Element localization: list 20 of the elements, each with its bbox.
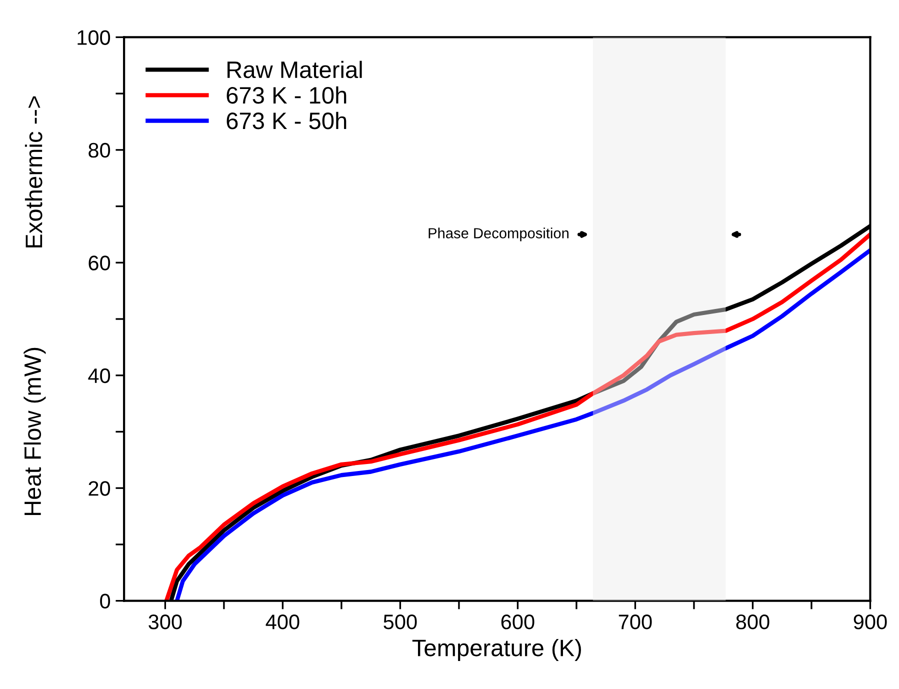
y-tick-label: 80: [88, 142, 110, 158]
x-tick-label: 600: [501, 614, 534, 630]
legend-label: Raw Material: [228, 60, 362, 78]
x-tick-label: 500: [384, 614, 417, 630]
x-axis-title: Temperature (K): [412, 638, 581, 661]
x-tick-label: 300: [148, 614, 182, 630]
y-tick-label: 100: [78, 30, 110, 45]
y-tick-label: 20: [88, 481, 110, 496]
text: Exothermic -->: [24, 96, 42, 248]
y-tick-label: 60: [88, 256, 110, 270]
y-tick-label: 0: [100, 594, 110, 609]
x-tick-label: 900: [854, 614, 887, 630]
legend-label: 673 K - 50h: [226, 112, 346, 130]
x-tick-label: 800: [736, 614, 770, 630]
y-axis-title: Heat Flow (mW): [24, 348, 46, 516]
x-tick-label: 700: [618, 614, 652, 630]
legend-label: 673 K - 10h: [226, 86, 346, 104]
band-label: Phase Decomposition: [428, 228, 568, 242]
y-tick-label: 40: [88, 368, 110, 384]
x-tick-label: 400: [266, 614, 300, 630]
